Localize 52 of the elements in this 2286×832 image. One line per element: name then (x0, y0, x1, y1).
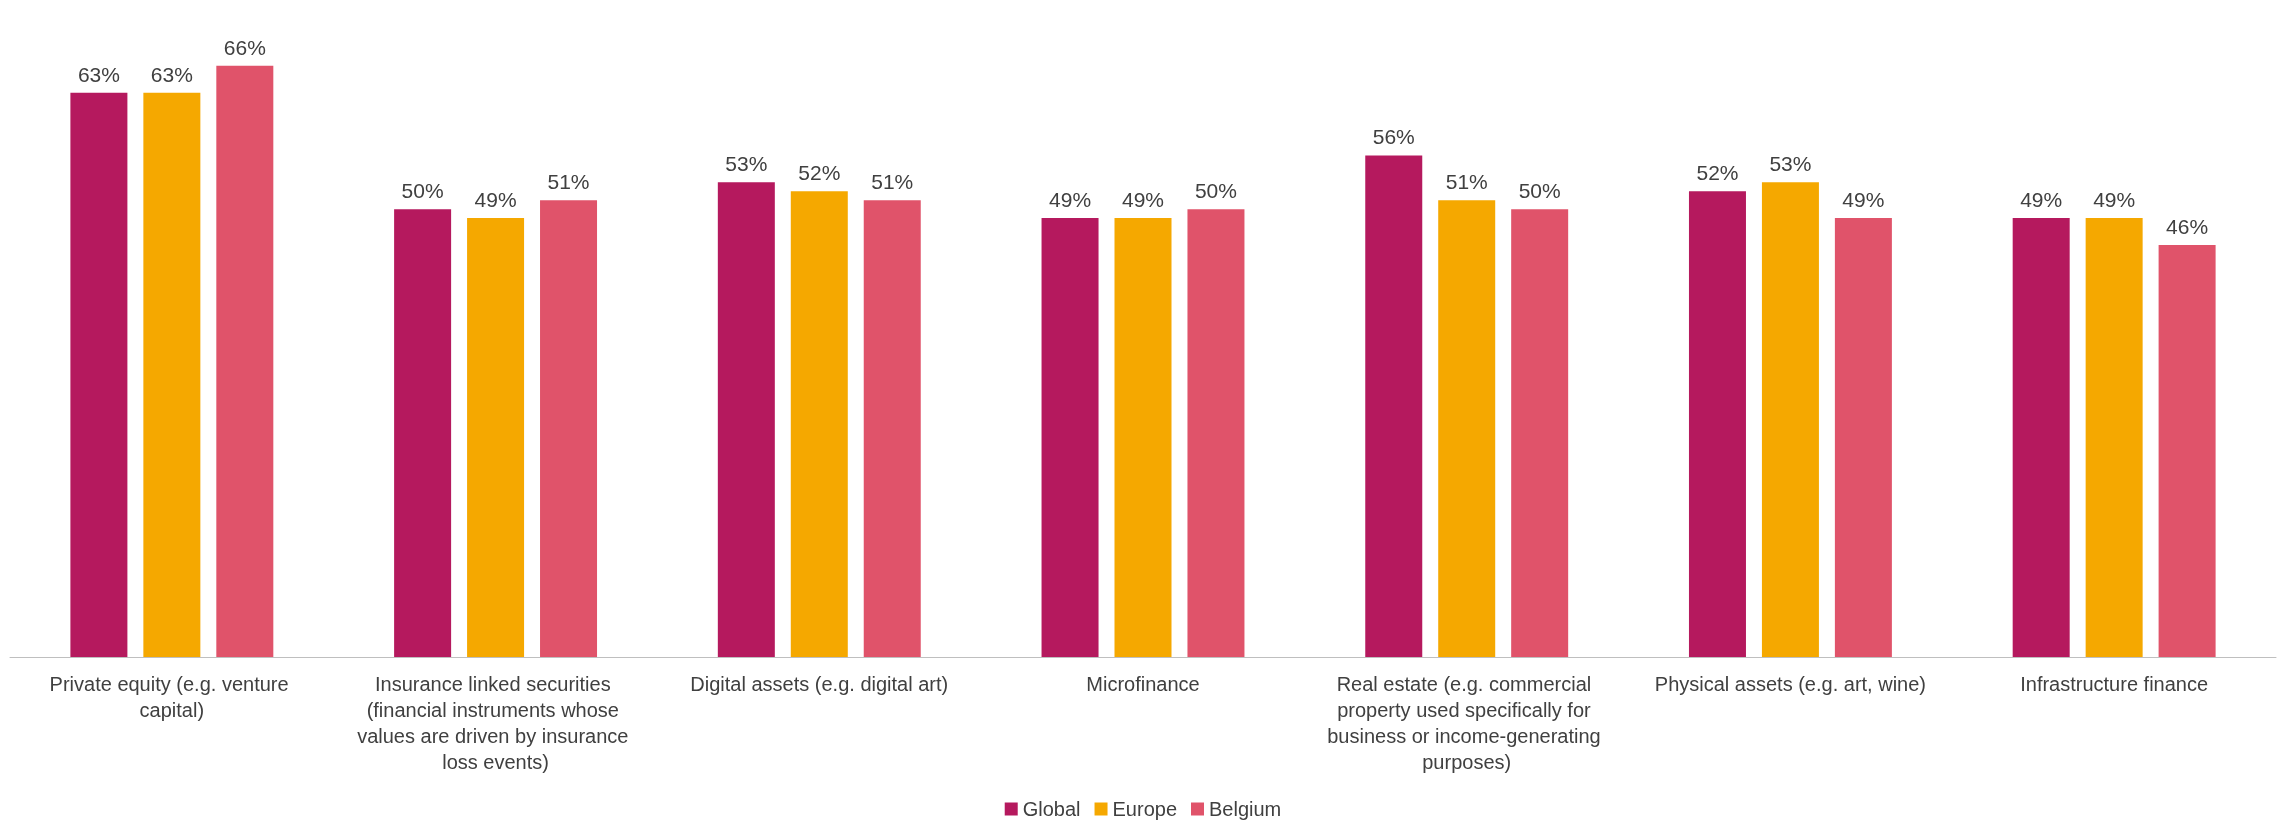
bar (2085, 218, 2143, 657)
x-tick-label: Infrastructure finance (2020, 673, 2209, 695)
data-label: 50% (1194, 179, 1237, 203)
x-tick-label: Physical assets (e.g. art, wine) (1654, 673, 1927, 695)
data-label: 51% (871, 170, 914, 194)
data-label: 53% (1769, 152, 1812, 176)
data-label: 49% (2093, 188, 2136, 212)
legend-label: Europe (1112, 798, 1178, 820)
bar (1511, 209, 1569, 657)
data-label: 56% (1372, 125, 1415, 149)
data-label: 52% (798, 161, 841, 185)
bar (1041, 218, 1099, 657)
data-label: 63% (77, 62, 120, 86)
data-label: 49% (474, 188, 517, 212)
bar (394, 209, 452, 657)
legend-label: Belgium (1209, 798, 1282, 820)
data-label: 49% (2020, 188, 2063, 212)
bar (1114, 218, 1172, 657)
data-label: 49% (1049, 188, 1092, 212)
data-label: 50% (1518, 179, 1561, 203)
bar (1761, 182, 1819, 657)
data-label: 49% (1121, 188, 1165, 212)
data-label: 51% (1445, 170, 1488, 194)
data-label: 52% (1696, 161, 1739, 185)
data-label: 66% (223, 35, 266, 59)
bar (143, 92, 201, 657)
bar (467, 218, 525, 657)
legend-label: Global (1022, 798, 1081, 820)
x-tick-label: Private equity (e.g. venture capital) (49, 673, 295, 721)
x-tick-label: Insurance linked securities (financial instruments whose values are driven by insurance loss events) (357, 673, 634, 773)
bar (216, 65, 274, 657)
bar (540, 200, 598, 657)
data-label: 46% (2166, 214, 2209, 238)
x-tick-label: Digital assets (e.g. digital art) (690, 673, 949, 695)
data-label: 53% (725, 152, 768, 176)
bar (790, 191, 848, 657)
data-label: 63% (150, 62, 193, 86)
bar (863, 200, 921, 657)
data-label: 49% (1842, 188, 1885, 212)
bar (1187, 209, 1245, 657)
bar (1365, 155, 1423, 657)
bar (2012, 218, 2070, 657)
bar (1834, 218, 1892, 657)
bar (2158, 244, 2216, 657)
bar (717, 182, 775, 657)
data-label: 50% (401, 179, 444, 203)
bar (70, 92, 128, 657)
bar (1438, 200, 1496, 657)
bar (1688, 191, 1746, 657)
data-label: 51% (547, 170, 590, 194)
x-tick-label: Microfinance (1086, 673, 1200, 695)
x-tick-label: Real estate (e.g. commercial property used specifically for business or income-generating purposes) (1327, 673, 1607, 773)
